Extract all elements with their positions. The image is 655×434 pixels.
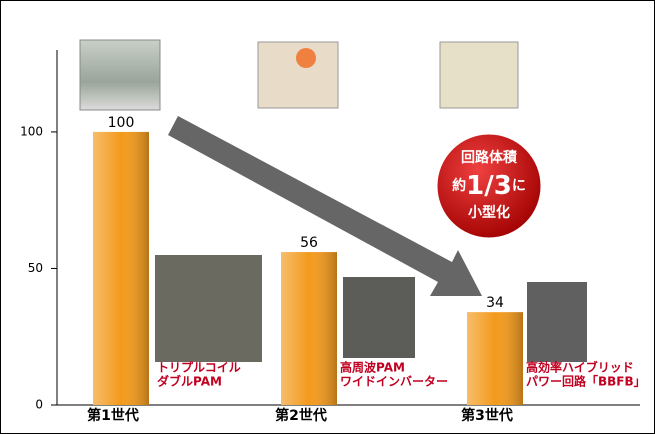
x-tick-label: 第3世代 bbox=[461, 407, 513, 424]
x-tick-label: 第1世代 bbox=[87, 407, 139, 424]
description-label: 高効率ハイブリッド bbox=[526, 360, 634, 375]
value-label: 100 bbox=[108, 115, 135, 131]
bar-shade bbox=[281, 252, 337, 405]
description-label: 高周波PAM bbox=[340, 360, 405, 375]
description-label: ワイドインバーター bbox=[340, 375, 448, 389]
circuit-board-image bbox=[343, 277, 415, 358]
circuit-board-image bbox=[155, 255, 262, 362]
annotation-text: 小型化 bbox=[468, 204, 510, 221]
chart: 0 50 100 回路体積 約1/3に 小型化 100 第1世代 トリプルコイルダブルP… bbox=[0, 0, 655, 434]
value-label: 34 bbox=[486, 295, 504, 311]
y-tick-label: 50 bbox=[28, 261, 43, 275]
cooktop-image bbox=[258, 42, 338, 108]
page: 0 50 100 回路体積 約1/3に 小型化 100 第1世代 トリプルコイルダブルP… bbox=[0, 0, 655, 434]
annotation-text: に bbox=[512, 178, 526, 194]
annotation-text: 回路体積 bbox=[461, 149, 518, 166]
cooktop-image bbox=[80, 40, 160, 110]
description-label: パワー回路「BBFB」 bbox=[526, 374, 646, 389]
description-label: ダブルPAM bbox=[157, 374, 222, 389]
y-tick-label: 100 bbox=[20, 124, 43, 138]
description-label: トリプルコイル bbox=[157, 360, 241, 375]
circuit-board-image bbox=[527, 282, 587, 362]
value-label: 56 bbox=[300, 235, 318, 251]
annotation-text: 1/3 bbox=[466, 171, 512, 201]
bar-shade bbox=[93, 132, 149, 405]
cooktop-image bbox=[440, 42, 518, 108]
y-tick-label: 0 bbox=[35, 398, 43, 412]
cooktop-burner bbox=[296, 48, 316, 68]
annotation-text: 約 bbox=[452, 177, 466, 194]
bar-shade bbox=[467, 312, 523, 405]
x-tick-label: 第2世代 bbox=[275, 407, 327, 424]
